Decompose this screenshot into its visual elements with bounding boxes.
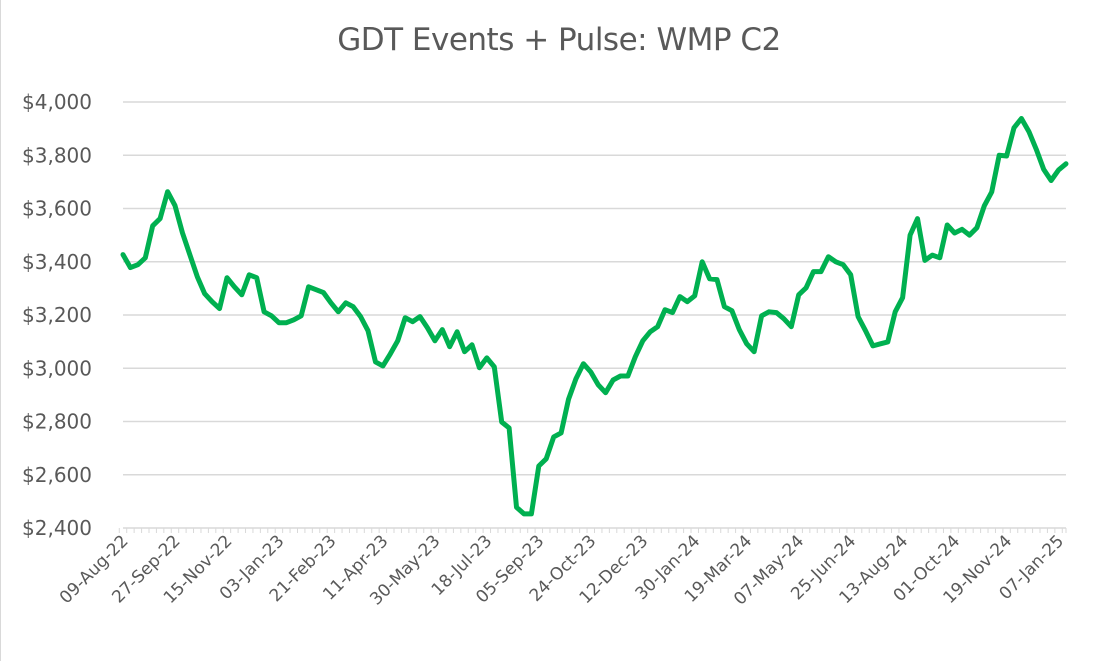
y-tick-label: $3,600 — [22, 197, 92, 221]
y-axis: $2,400 $2,600 $2,800 $3,000 $3,200 $3,400 $3,6… — [22, 90, 92, 540]
chart-title: GDT Events + Pulse: WMP C2 — [337, 22, 781, 58]
x-axis: 09-Aug-2227-Sep-2215-Nov-2203-Jan-2321-F… — [56, 527, 1068, 609]
y-tick-label: $3,400 — [22, 250, 92, 274]
y-tick-label: $3,000 — [22, 356, 92, 380]
y-tick-label: $2,400 — [22, 516, 92, 540]
y-tick-label: $2,600 — [22, 463, 92, 487]
y-tick-label: $3,800 — [22, 143, 92, 167]
gridlines — [123, 101, 1066, 476]
y-tick-label: $2,800 — [22, 410, 92, 434]
y-tick-label: $3,200 — [22, 303, 92, 327]
y-tick-label: $4,000 — [22, 90, 92, 114]
series-layer — [120, 116, 1069, 517]
series-line-wmp-c2 — [120, 116, 1069, 517]
